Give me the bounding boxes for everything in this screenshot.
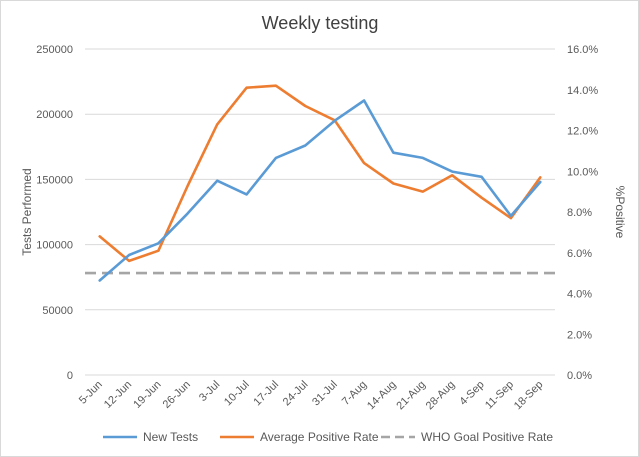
left-tick-label: 0 [67, 370, 73, 382]
series-line-average-positive-rate [98, 84, 542, 263]
right-axis-title: %Positive [613, 186, 627, 239]
left-tick-label: 50000 [42, 305, 73, 317]
right-tick-label: 10.0% [567, 166, 598, 178]
left-tick-label: 250000 [36, 44, 73, 56]
right-tick-label: 4.0% [567, 289, 592, 301]
right-axis-ticks: 0.0% 2.0% 4.0% 6.0% 8.0% 10.0% 12.0% 14.0% 16.0% [567, 44, 598, 382]
right-tick-label: 14.0% [567, 85, 598, 97]
right-tick-label: 2.0% [567, 329, 592, 341]
left-tick-label: 200000 [36, 109, 73, 121]
left-axis-ticks: 0 50000 100000 150000 200000 250000 [36, 44, 73, 382]
chart-title: Weekly testing [262, 13, 379, 33]
left-tick-label: 150000 [36, 174, 73, 186]
right-tick-label: 0.0% [567, 370, 592, 382]
right-tick-label: 16.0% [567, 44, 598, 56]
left-tick-label: 100000 [36, 240, 73, 252]
legend-label: Average Positive Rate [260, 430, 379, 444]
left-axis-title: Tests Performed [20, 168, 34, 255]
right-tick-label: 8.0% [567, 207, 592, 219]
series-lines [85, 84, 555, 282]
right-tick-label: 12.0% [567, 126, 598, 138]
legend-label: WHO Goal Positive Rate [421, 430, 553, 444]
series-line-new-tests [98, 99, 542, 282]
legend: New Tests Average Positive Rate WHO Goal P… [103, 430, 553, 444]
legend-label: New Tests [143, 430, 198, 444]
right-tick-label: 6.0% [567, 248, 592, 260]
